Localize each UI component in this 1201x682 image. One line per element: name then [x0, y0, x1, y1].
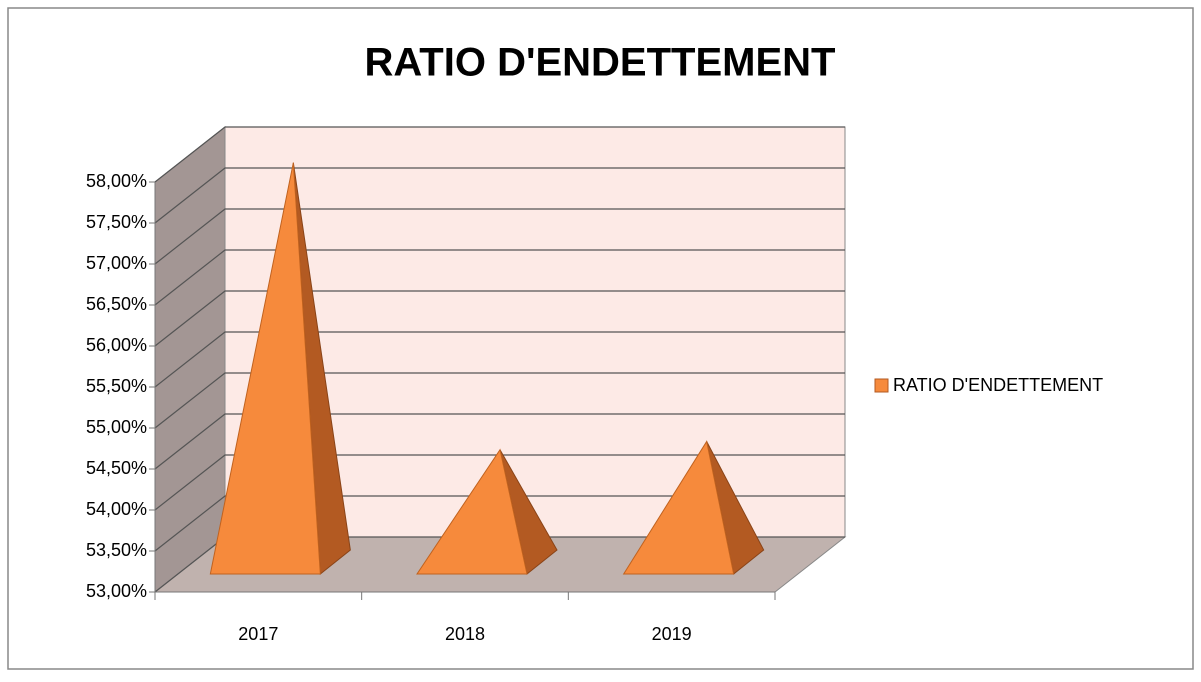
grid-line	[154, 167, 845, 224]
grid-line	[154, 454, 845, 511]
y-tick-label: 55,50%	[86, 376, 147, 396]
grid-line	[154, 126, 845, 183]
y-tick-label: 57,00%	[86, 253, 147, 273]
grid-line	[154, 372, 845, 429]
grid-line	[154, 290, 845, 347]
grid-line	[154, 249, 845, 306]
y-tick-label: 58,00%	[86, 171, 147, 191]
legend-label: RATIO D'ENDETTEMENT	[893, 375, 1103, 395]
y-tick-label: 56,00%	[86, 335, 147, 355]
pyramid-front	[622, 440, 735, 575]
y-tick-label: 53,50%	[86, 540, 147, 560]
x-tick-label: 2019	[652, 624, 692, 644]
x-tick-label: 2017	[238, 624, 278, 644]
chart-title: RATIO D'ENDETTEMENT	[365, 41, 836, 85]
pyramid-front	[209, 162, 321, 575]
pyramid-front	[416, 448, 528, 575]
y-tick-label: 54,00%	[86, 499, 147, 519]
y-tick-label: 56,50%	[86, 294, 147, 314]
y-tick-label: 55,00%	[86, 417, 147, 437]
y-tick-label: 57,50%	[86, 212, 147, 232]
legend-swatch	[874, 378, 889, 393]
grid-line	[154, 413, 845, 470]
grid-line	[154, 208, 845, 265]
grid-line	[154, 495, 845, 552]
y-tick-label: 54,50%	[86, 458, 147, 478]
y-tick-label: 53,00%	[86, 581, 147, 601]
grid-line	[154, 331, 845, 388]
x-tick-label: 2018	[445, 624, 485, 644]
